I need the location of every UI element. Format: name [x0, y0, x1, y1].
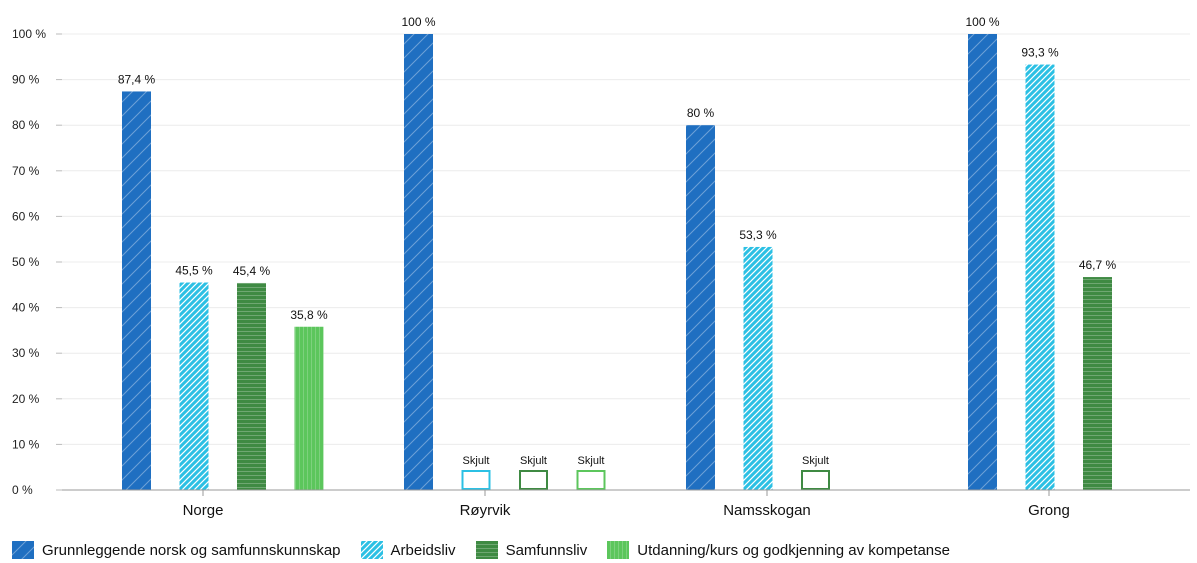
- bar[interactable]: [404, 34, 433, 490]
- y-tick-label: 50 %: [12, 255, 40, 269]
- data-label: 45,5 %: [175, 264, 213, 278]
- data-label: 93,3 %: [1021, 46, 1059, 60]
- y-tick-label: 70 %: [12, 164, 40, 178]
- x-category-label: Røyrvik: [460, 502, 511, 519]
- y-tick-label: 60 %: [12, 209, 40, 223]
- data-label: 35,8 %: [290, 308, 328, 322]
- x-category-label: Grong: [1028, 502, 1070, 519]
- legend-swatch-utdanning: [607, 541, 630, 559]
- data-label: 100 %: [401, 15, 435, 29]
- gridlines: [62, 33, 1190, 445]
- legend-label-grunnleggende: Grunnleggende norsk og samfunnskunnskap: [42, 541, 341, 559]
- legend-item-arbeidsliv[interactable]: Arbeidsliv: [360, 541, 456, 559]
- legend-item-grunnleggende[interactable]: Grunnleggende norsk og samfunnskunnskap: [12, 541, 341, 559]
- y-tick-label: 80 %: [12, 118, 40, 132]
- data-label: 45,4 %: [233, 264, 271, 278]
- bar[interactable]: [294, 326, 324, 490]
- legend: Grunnleggende norsk og samfunnskunnskap …: [12, 541, 970, 559]
- hidden-bar[interactable]: [461, 470, 491, 490]
- y-tick-label: 30 %: [12, 346, 40, 360]
- data-label: 80 %: [687, 106, 715, 120]
- y-tick-label: 100 %: [12, 27, 46, 41]
- legend-label-samfunnsliv: Samfunnsliv: [505, 541, 588, 559]
- legend-swatch-arbeidsliv: [360, 541, 383, 559]
- legend-label-arbeidsliv: Arbeidsliv: [390, 541, 456, 559]
- x-axis: Norge Røyrvik Namsskogan Grong: [62, 489, 1190, 519]
- data-label: Skjult: [520, 455, 547, 467]
- y-tick-label: 40 %: [12, 301, 40, 315]
- bars: 87,4 % 45,5 % 45,4 % 35,8 % 100 % Skjult Skjul…: [118, 15, 1117, 491]
- bar[interactable]: [122, 91, 151, 491]
- data-label: Skjult: [802, 455, 829, 467]
- x-category-label: Norge: [183, 502, 224, 519]
- legend-item-utdanning[interactable]: Utdanning/kurs og godkjenning av kompeta…: [607, 541, 950, 559]
- legend-swatch-samfunnsliv: [475, 541, 498, 559]
- y-tick-label: 20 %: [12, 392, 40, 406]
- bar[interactable]: [968, 34, 997, 490]
- hidden-bar[interactable]: [519, 470, 548, 490]
- y-tick-label: 0 %: [12, 483, 33, 497]
- data-label: 46,7 %: [1079, 258, 1117, 272]
- bar[interactable]: [686, 125, 715, 490]
- bar[interactable]: [179, 282, 209, 490]
- y-tick-label: 90 %: [12, 73, 40, 87]
- x-category-label: Namsskogan: [723, 502, 811, 519]
- y-tick-label: 10 %: [12, 437, 40, 451]
- bar[interactable]: [1083, 277, 1112, 490]
- hidden-bar[interactable]: [576, 470, 606, 490]
- legend-swatch-grunnleggende: [12, 541, 34, 559]
- legend-item-samfunnsliv[interactable]: Samfunnsliv: [475, 541, 588, 559]
- data-label: 100 %: [965, 15, 999, 29]
- bar[interactable]: [237, 282, 266, 490]
- data-label: 87,4 %: [118, 72, 156, 86]
- legend-label-utdanning: Utdanning/kurs og godkjenning av kompeta…: [637, 541, 950, 559]
- data-label: 53,3 %: [739, 228, 777, 242]
- hidden-bar[interactable]: [801, 470, 830, 490]
- bar[interactable]: [1025, 64, 1055, 490]
- bar[interactable]: [743, 246, 773, 490]
- data-label: Skjult: [463, 455, 490, 467]
- data-label: Skjult: [578, 455, 605, 467]
- y-axis: 0 % 10 % 20 % 30 % 40 % 50 % 60 % 70 % 80 % 90 % 1…: [12, 27, 62, 497]
